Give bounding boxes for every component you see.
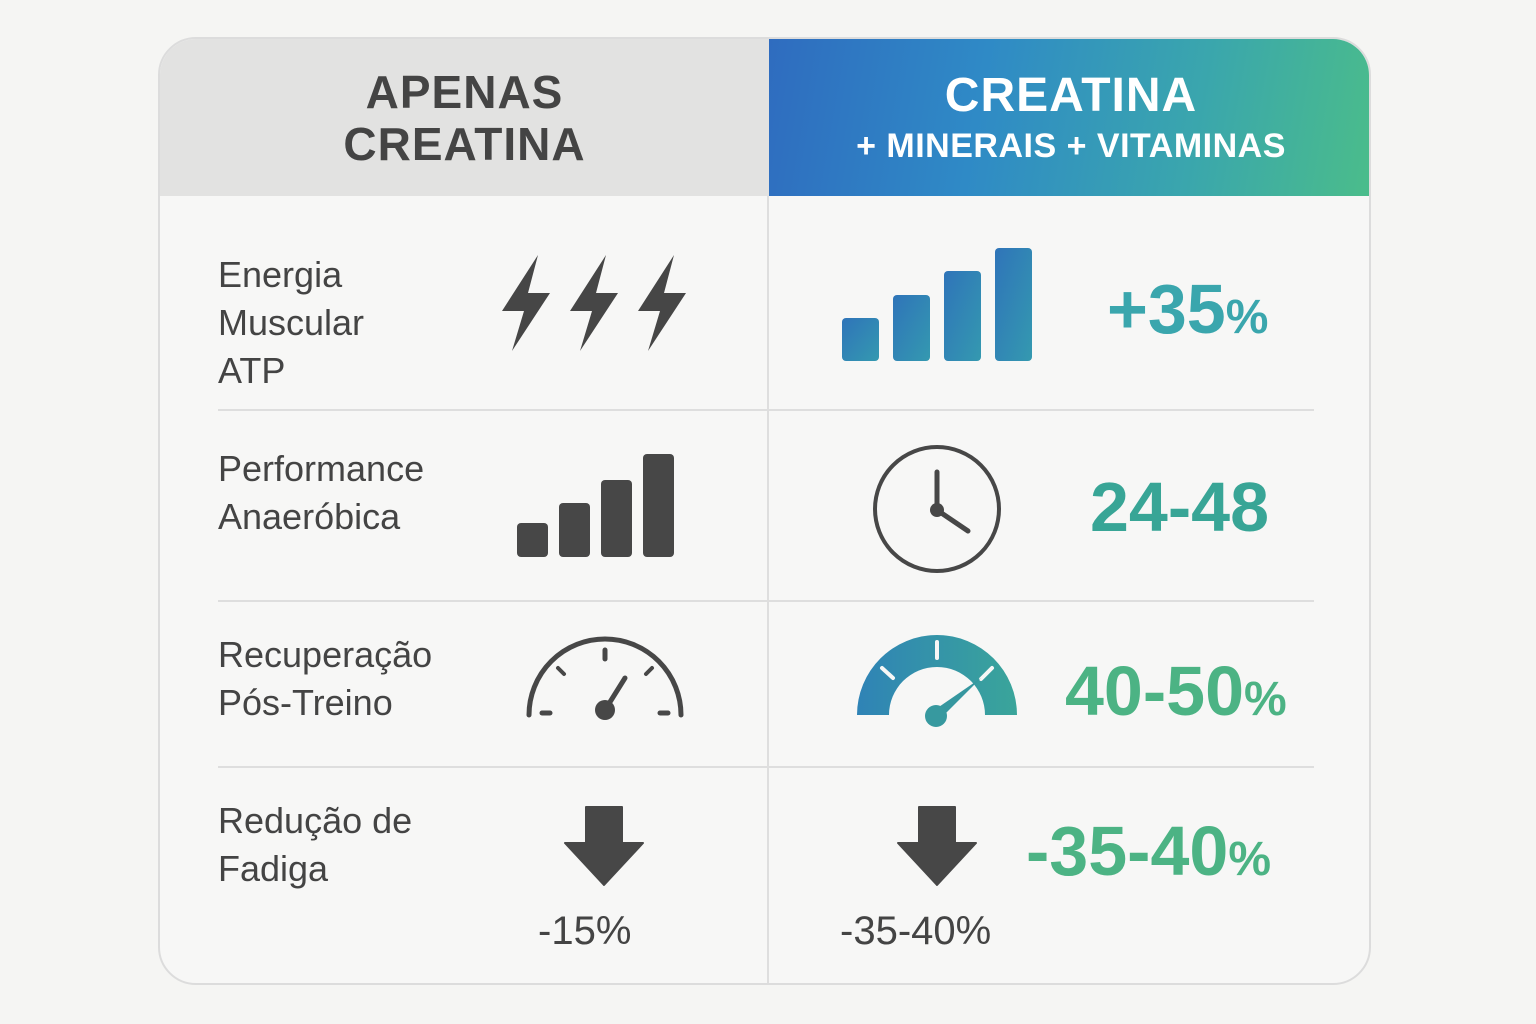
bar-chart-icon [517, 454, 674, 557]
header-right-line2: + MINERAIS + VITAMINAS [856, 126, 1286, 165]
fadiga-right-value: -35-40% [1026, 811, 1271, 900]
label-line: Pós-Treino [218, 682, 393, 723]
row-divider [769, 600, 1314, 602]
bar-chart-icon [842, 248, 1032, 361]
gauge-outline-icon [526, 636, 684, 720]
label-line: Recuperação [218, 634, 433, 675]
lightning-bolts-icon [502, 255, 686, 351]
header-creatine-plus: CREATINA + MINERAIS + VITAMINAS [769, 39, 1369, 196]
arrow-down-icon [897, 806, 977, 886]
row-divider [218, 766, 767, 768]
header-left-line1: APENAS [365, 65, 564, 118]
header-right-line1: CREATINA [944, 68, 1198, 122]
fadiga-left-value: -15% [538, 909, 632, 953]
label-line: ATP [218, 350, 286, 391]
header-creatine-only: APENAS CREATINA [160, 39, 769, 196]
value-number: 24-48 [1090, 468, 1270, 546]
row-label-recuperacao: Recuperação Pós-Treino [218, 631, 432, 727]
value-number: 40-50 [1065, 652, 1245, 730]
label-line: Performance [218, 448, 425, 489]
row-divider [769, 409, 1314, 411]
label-line: Fadiga [218, 848, 329, 889]
value-unit: % [1228, 833, 1272, 886]
row-divider [218, 600, 767, 602]
value-number: -35-40 [1026, 812, 1229, 890]
value-unit: % [1244, 673, 1287, 726]
label-line: Anaeróbica [218, 496, 401, 537]
comparison-card: APENAS CREATINA CREATINA + MINERAIS + VI… [158, 37, 1371, 985]
performance-value: 24-48 [1090, 467, 1269, 556]
row-label-fadiga: Redução de Fadiga [218, 797, 412, 893]
column-divider [767, 196, 769, 983]
header-left-line2: CREATINA [343, 117, 586, 170]
row-divider [769, 766, 1314, 768]
recuperacao-value: 40-50% [1065, 651, 1287, 740]
row-label-performance: Performance Anaeróbica [218, 445, 424, 541]
label-line: Redução de [218, 800, 413, 841]
label-line: Muscular [218, 302, 365, 343]
label-line: Energia [218, 254, 343, 295]
arrow-down-icon [564, 806, 644, 886]
energia-improvement-value: +35% [1107, 269, 1268, 358]
fadiga-right-caption: -35-40% [840, 909, 992, 953]
row-label-energia: Energia Muscular ATP [218, 251, 364, 395]
gauge-filled-icon [857, 635, 1017, 727]
value-unit: % [1225, 291, 1269, 344]
value-number: +35 [1107, 270, 1226, 348]
row-divider [218, 409, 767, 411]
clock-icon [873, 445, 1001, 573]
